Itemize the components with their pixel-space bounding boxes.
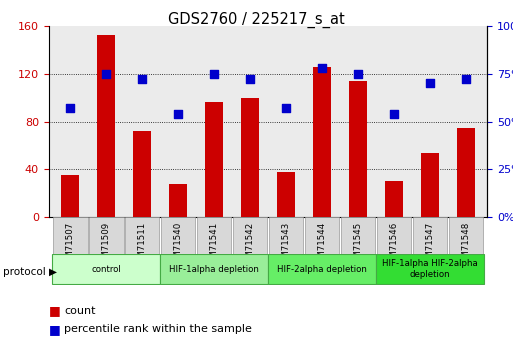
Text: GSM71544: GSM71544 <box>318 222 326 269</box>
Point <box>462 77 470 82</box>
Text: GSM71511: GSM71511 <box>137 222 147 269</box>
FancyBboxPatch shape <box>53 217 88 254</box>
Bar <box>62 176 80 217</box>
Bar <box>277 172 295 217</box>
Point <box>138 77 146 82</box>
Bar <box>133 131 151 217</box>
Text: ■: ■ <box>49 323 61 336</box>
Bar <box>385 181 403 217</box>
FancyBboxPatch shape <box>233 217 267 254</box>
Bar <box>169 184 187 217</box>
Text: HIF-1alpha HIF-2alpha
depletion: HIF-1alpha HIF-2alpha depletion <box>382 259 478 279</box>
Point <box>426 80 434 86</box>
FancyBboxPatch shape <box>448 217 483 254</box>
Point <box>66 106 74 111</box>
FancyBboxPatch shape <box>161 217 195 254</box>
Text: protocol ▶: protocol ▶ <box>3 267 56 276</box>
Bar <box>421 153 439 217</box>
Point <box>246 77 254 82</box>
Bar <box>349 81 367 217</box>
Point <box>282 106 290 111</box>
Point <box>174 111 182 117</box>
Text: HIF-2alpha depletion: HIF-2alpha depletion <box>277 265 367 274</box>
Text: control: control <box>91 265 121 274</box>
Text: GSM71509: GSM71509 <box>102 222 111 269</box>
Bar <box>205 102 223 217</box>
Bar <box>313 67 331 217</box>
FancyBboxPatch shape <box>341 217 375 254</box>
FancyBboxPatch shape <box>376 254 484 284</box>
FancyBboxPatch shape <box>412 217 447 254</box>
Point <box>390 111 398 117</box>
Text: count: count <box>64 306 95 315</box>
FancyBboxPatch shape <box>377 217 411 254</box>
Point <box>210 71 218 77</box>
FancyBboxPatch shape <box>160 254 268 284</box>
Bar <box>241 98 259 217</box>
FancyBboxPatch shape <box>197 217 231 254</box>
Text: GSM71507: GSM71507 <box>66 222 75 269</box>
Text: GSM71548: GSM71548 <box>461 222 470 269</box>
Point <box>354 71 362 77</box>
FancyBboxPatch shape <box>305 217 339 254</box>
Text: GSM71543: GSM71543 <box>282 222 290 269</box>
Text: ■: ■ <box>49 304 61 317</box>
FancyBboxPatch shape <box>125 217 160 254</box>
Text: GSM71545: GSM71545 <box>353 222 362 269</box>
Text: HIF-1alpha depletion: HIF-1alpha depletion <box>169 265 259 274</box>
Text: GSM71541: GSM71541 <box>210 222 219 269</box>
FancyBboxPatch shape <box>269 217 303 254</box>
Point <box>318 65 326 71</box>
Text: GSM71547: GSM71547 <box>425 222 435 269</box>
Point <box>102 71 110 77</box>
FancyBboxPatch shape <box>52 254 160 284</box>
Text: GSM71542: GSM71542 <box>246 222 254 269</box>
FancyBboxPatch shape <box>268 254 376 284</box>
Text: percentile rank within the sample: percentile rank within the sample <box>64 325 252 334</box>
Bar <box>457 128 475 217</box>
Text: GSM71540: GSM71540 <box>174 222 183 269</box>
FancyBboxPatch shape <box>89 217 124 254</box>
Text: GDS2760 / 225217_s_at: GDS2760 / 225217_s_at <box>168 12 345 28</box>
Text: GSM71546: GSM71546 <box>389 222 399 269</box>
Bar <box>97 36 115 217</box>
